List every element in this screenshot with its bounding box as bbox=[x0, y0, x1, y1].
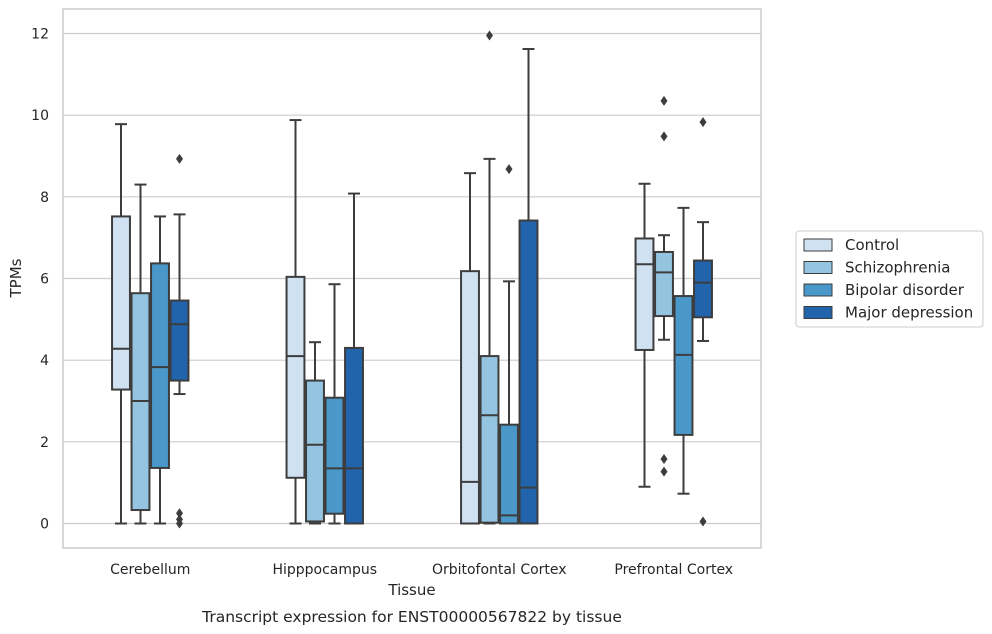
y-tick-label: 12 bbox=[31, 27, 49, 43]
chart-caption: Transcript expression for ENST0000056782… bbox=[201, 608, 622, 626]
outlier-point bbox=[699, 516, 707, 527]
box-3-2 bbox=[673, 206, 694, 495]
box-iqr bbox=[479, 355, 500, 524]
legend-items: Control Schizophrenia Bipolar disorder Majo… bbox=[803, 236, 973, 322]
legend-frame bbox=[795, 230, 984, 328]
plot-frame bbox=[62, 8, 762, 549]
box-0-1 bbox=[130, 183, 151, 525]
box-iqr bbox=[673, 295, 694, 436]
box-0-3 bbox=[169, 153, 190, 529]
legend-label: Control bbox=[845, 236, 899, 254]
legend-swatch bbox=[803, 283, 833, 297]
x-tick-label: Orbitofontal Cortex bbox=[432, 562, 567, 578]
x-tick-label: Hipppocampus bbox=[272, 562, 377, 578]
legend-swatch bbox=[803, 238, 833, 252]
box-1-3 bbox=[344, 192, 364, 525]
box-iqr bbox=[111, 215, 131, 391]
box-iqr bbox=[499, 423, 519, 525]
y-tick-label: 6 bbox=[40, 272, 49, 288]
box-iqr bbox=[150, 262, 170, 469]
box-2-3 bbox=[518, 48, 539, 525]
outlier-point bbox=[660, 95, 668, 106]
box-iqr bbox=[344, 346, 364, 525]
box-iqr bbox=[460, 270, 480, 525]
x-tick-label: Prefrontal Cortex bbox=[614, 562, 733, 578]
box-2-1 bbox=[479, 30, 500, 525]
box-1-1 bbox=[305, 341, 325, 525]
y-axis-label: TPMs bbox=[7, 258, 25, 298]
legend-swatch bbox=[803, 261, 833, 274]
legend-label: Bipolar disorder bbox=[845, 281, 965, 299]
outlier-point bbox=[505, 164, 513, 175]
outlier-point bbox=[699, 117, 707, 128]
outlier-point bbox=[486, 30, 493, 41]
outlier-point bbox=[176, 508, 183, 519]
x-tick-labels: Cerebellum Hipppocampus Orbitofontal Corte… bbox=[110, 562, 733, 578]
legend: Control Schizophrenia Bipolar disorder Majo… bbox=[795, 230, 984, 328]
box-1-2 bbox=[324, 283, 345, 525]
box-1-0 bbox=[285, 119, 306, 525]
x-axis-label: Tissue bbox=[387, 581, 435, 599]
y-tick-label: 0 bbox=[40, 517, 49, 533]
box-3-3 bbox=[693, 117, 713, 527]
legend-swatch bbox=[803, 306, 833, 319]
box-iqr bbox=[285, 275, 306, 479]
box-0-0 bbox=[111, 123, 131, 525]
box-3-1 bbox=[654, 95, 674, 477]
y-tick-label: 2 bbox=[40, 435, 49, 451]
box-iqr bbox=[305, 379, 325, 523]
box-0-2 bbox=[150, 215, 170, 525]
box-iqr bbox=[654, 250, 674, 318]
x-tick-label: Cerebellum bbox=[110, 562, 190, 578]
outlier-point bbox=[176, 518, 183, 529]
box-iqr bbox=[518, 219, 539, 525]
legend-label: Major depression bbox=[845, 304, 973, 322]
box-2-0 bbox=[460, 172, 480, 525]
y-tick-labels: 0 2 4 6 8 10 12 bbox=[31, 27, 49, 533]
y-tick-label: 4 bbox=[40, 353, 49, 369]
legend-label: Schizophrenia bbox=[845, 259, 950, 277]
outlier-point bbox=[660, 453, 668, 464]
boxes bbox=[111, 30, 713, 529]
outlier-point bbox=[660, 131, 668, 142]
box-iqr bbox=[634, 237, 655, 351]
box-iqr bbox=[169, 299, 190, 382]
y-tick-label: 10 bbox=[31, 108, 49, 124]
box-3-0 bbox=[634, 182, 655, 488]
y-tick-label: 8 bbox=[40, 190, 49, 206]
outlier-point bbox=[660, 466, 668, 477]
box-2-2 bbox=[499, 164, 519, 525]
outlier-point bbox=[176, 153, 183, 164]
box-iqr bbox=[324, 396, 345, 515]
box-iqr bbox=[693, 259, 713, 319]
